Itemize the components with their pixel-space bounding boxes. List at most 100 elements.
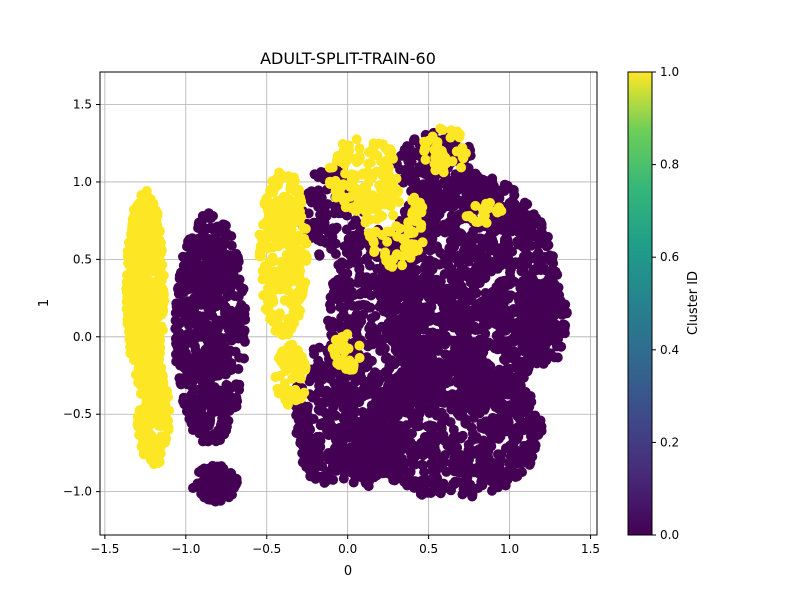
data-point-cluster-0 xyxy=(328,281,339,292)
data-point-cluster-0 xyxy=(541,241,552,252)
data-point-cluster-0 xyxy=(372,263,383,274)
data-point-cluster-0 xyxy=(207,310,218,321)
data-point-cluster-0 xyxy=(502,234,513,245)
data-point-cluster-0 xyxy=(219,304,230,315)
data-point-cluster-0 xyxy=(399,275,410,285)
data-point-cluster-0 xyxy=(361,477,372,488)
data-point-cluster-1 xyxy=(129,291,140,302)
data-point-cluster-0 xyxy=(333,377,344,388)
data-point-cluster-0 xyxy=(366,355,377,366)
data-point-cluster-0 xyxy=(449,452,460,463)
data-point-cluster-0 xyxy=(449,466,460,477)
data-point-cluster-0 xyxy=(492,256,503,267)
data-point-cluster-0 xyxy=(457,182,468,193)
data-point-cluster-1 xyxy=(153,328,163,339)
data-point-cluster-0 xyxy=(426,301,437,312)
data-point-cluster-1 xyxy=(156,307,167,318)
data-point-cluster-0 xyxy=(220,347,231,358)
data-point-cluster-0 xyxy=(432,185,443,196)
data-point-cluster-0 xyxy=(364,430,375,441)
data-point-cluster-0 xyxy=(178,392,189,403)
data-point-cluster-1 xyxy=(152,287,163,298)
data-point-cluster-0 xyxy=(480,288,491,298)
data-point-cluster-0 xyxy=(327,240,338,251)
data-point-cluster-0 xyxy=(395,164,406,175)
data-point-cluster-0 xyxy=(450,211,461,222)
data-point-cluster-0 xyxy=(455,343,466,354)
data-point-cluster-0 xyxy=(183,236,194,247)
data-point-cluster-0 xyxy=(497,477,508,488)
data-point-cluster-0 xyxy=(334,461,345,471)
data-point-cluster-0 xyxy=(468,279,479,290)
data-point-cluster-0 xyxy=(185,400,196,411)
data-point-cluster-0 xyxy=(350,215,361,226)
data-point-cluster-0 xyxy=(512,471,523,482)
data-point-cluster-0 xyxy=(223,492,234,503)
data-point-cluster-0 xyxy=(503,465,514,476)
data-point-cluster-0 xyxy=(425,327,436,338)
data-point-cluster-1 xyxy=(144,419,155,430)
data-point-cluster-0 xyxy=(313,172,324,183)
data-point-cluster-1 xyxy=(150,446,161,457)
data-point-cluster-0 xyxy=(304,376,315,387)
data-point-cluster-0 xyxy=(401,352,412,363)
data-point-cluster-0 xyxy=(429,176,440,187)
data-point-cluster-0 xyxy=(204,418,215,428)
data-point-cluster-0 xyxy=(293,415,304,426)
data-point-cluster-0 xyxy=(525,325,536,336)
data-point-cluster-0 xyxy=(519,234,530,245)
data-point-cluster-0 xyxy=(174,270,185,281)
data-point-cluster-0 xyxy=(203,301,213,311)
data-point-cluster-0 xyxy=(433,375,444,386)
data-point-cluster-0 xyxy=(515,205,526,216)
data-point-cluster-0 xyxy=(308,344,319,355)
data-point-cluster-0 xyxy=(464,383,475,394)
data-point-cluster-0 xyxy=(212,281,223,292)
data-point-cluster-0 xyxy=(428,447,439,458)
data-point-cluster-0 xyxy=(509,276,520,287)
data-point-cluster-0 xyxy=(455,357,466,368)
data-point-cluster-0 xyxy=(315,368,326,378)
data-point-cluster-0 xyxy=(409,308,420,318)
data-point-cluster-0 xyxy=(221,228,232,239)
data-point-cluster-0 xyxy=(354,277,365,288)
data-point-cluster-0 xyxy=(205,331,216,342)
data-point-cluster-0 xyxy=(234,379,245,390)
data-point-cluster-0 xyxy=(427,243,438,254)
data-point-cluster-0 xyxy=(405,446,416,457)
data-point-cluster-0 xyxy=(354,463,365,474)
data-point-cluster-0 xyxy=(215,420,226,431)
data-point-cluster-0 xyxy=(335,448,346,459)
data-point-cluster-0 xyxy=(321,385,332,396)
data-point-cluster-0 xyxy=(314,250,325,261)
data-point-cluster-0 xyxy=(509,214,520,225)
data-point-cluster-0 xyxy=(364,281,375,291)
data-point-cluster-1 xyxy=(138,386,149,397)
data-point-cluster-0 xyxy=(391,372,402,383)
data-point-cluster-0 xyxy=(321,475,332,486)
data-point-cluster-0 xyxy=(554,290,565,301)
data-point-cluster-1 xyxy=(145,409,156,420)
data-point-cluster-0 xyxy=(539,263,550,274)
data-point-cluster-0 xyxy=(493,433,504,444)
data-point-cluster-0 xyxy=(469,466,480,477)
data-point-cluster-0 xyxy=(462,244,473,255)
data-point-cluster-1 xyxy=(153,352,164,363)
data-point-cluster-1 xyxy=(127,321,138,332)
data-point-cluster-1 xyxy=(150,383,161,394)
data-point-cluster-0 xyxy=(410,357,421,368)
data-point-cluster-0 xyxy=(460,414,471,425)
data-point-cluster-0 xyxy=(200,397,211,408)
data-point-cluster-0 xyxy=(330,249,341,259)
data-point-cluster-0 xyxy=(492,248,503,259)
data-point-cluster-0 xyxy=(185,304,196,315)
data-point-cluster-0 xyxy=(524,401,535,412)
data-point-cluster-0 xyxy=(516,256,527,267)
data-point-cluster-0 xyxy=(200,236,211,247)
data-point-cluster-0 xyxy=(432,359,443,370)
data-point-cluster-0 xyxy=(474,334,485,345)
data-point-cluster-0 xyxy=(533,231,543,242)
data-point-cluster-0 xyxy=(364,408,375,419)
data-point-cluster-0 xyxy=(505,337,516,348)
data-point-cluster-0 xyxy=(424,206,435,217)
